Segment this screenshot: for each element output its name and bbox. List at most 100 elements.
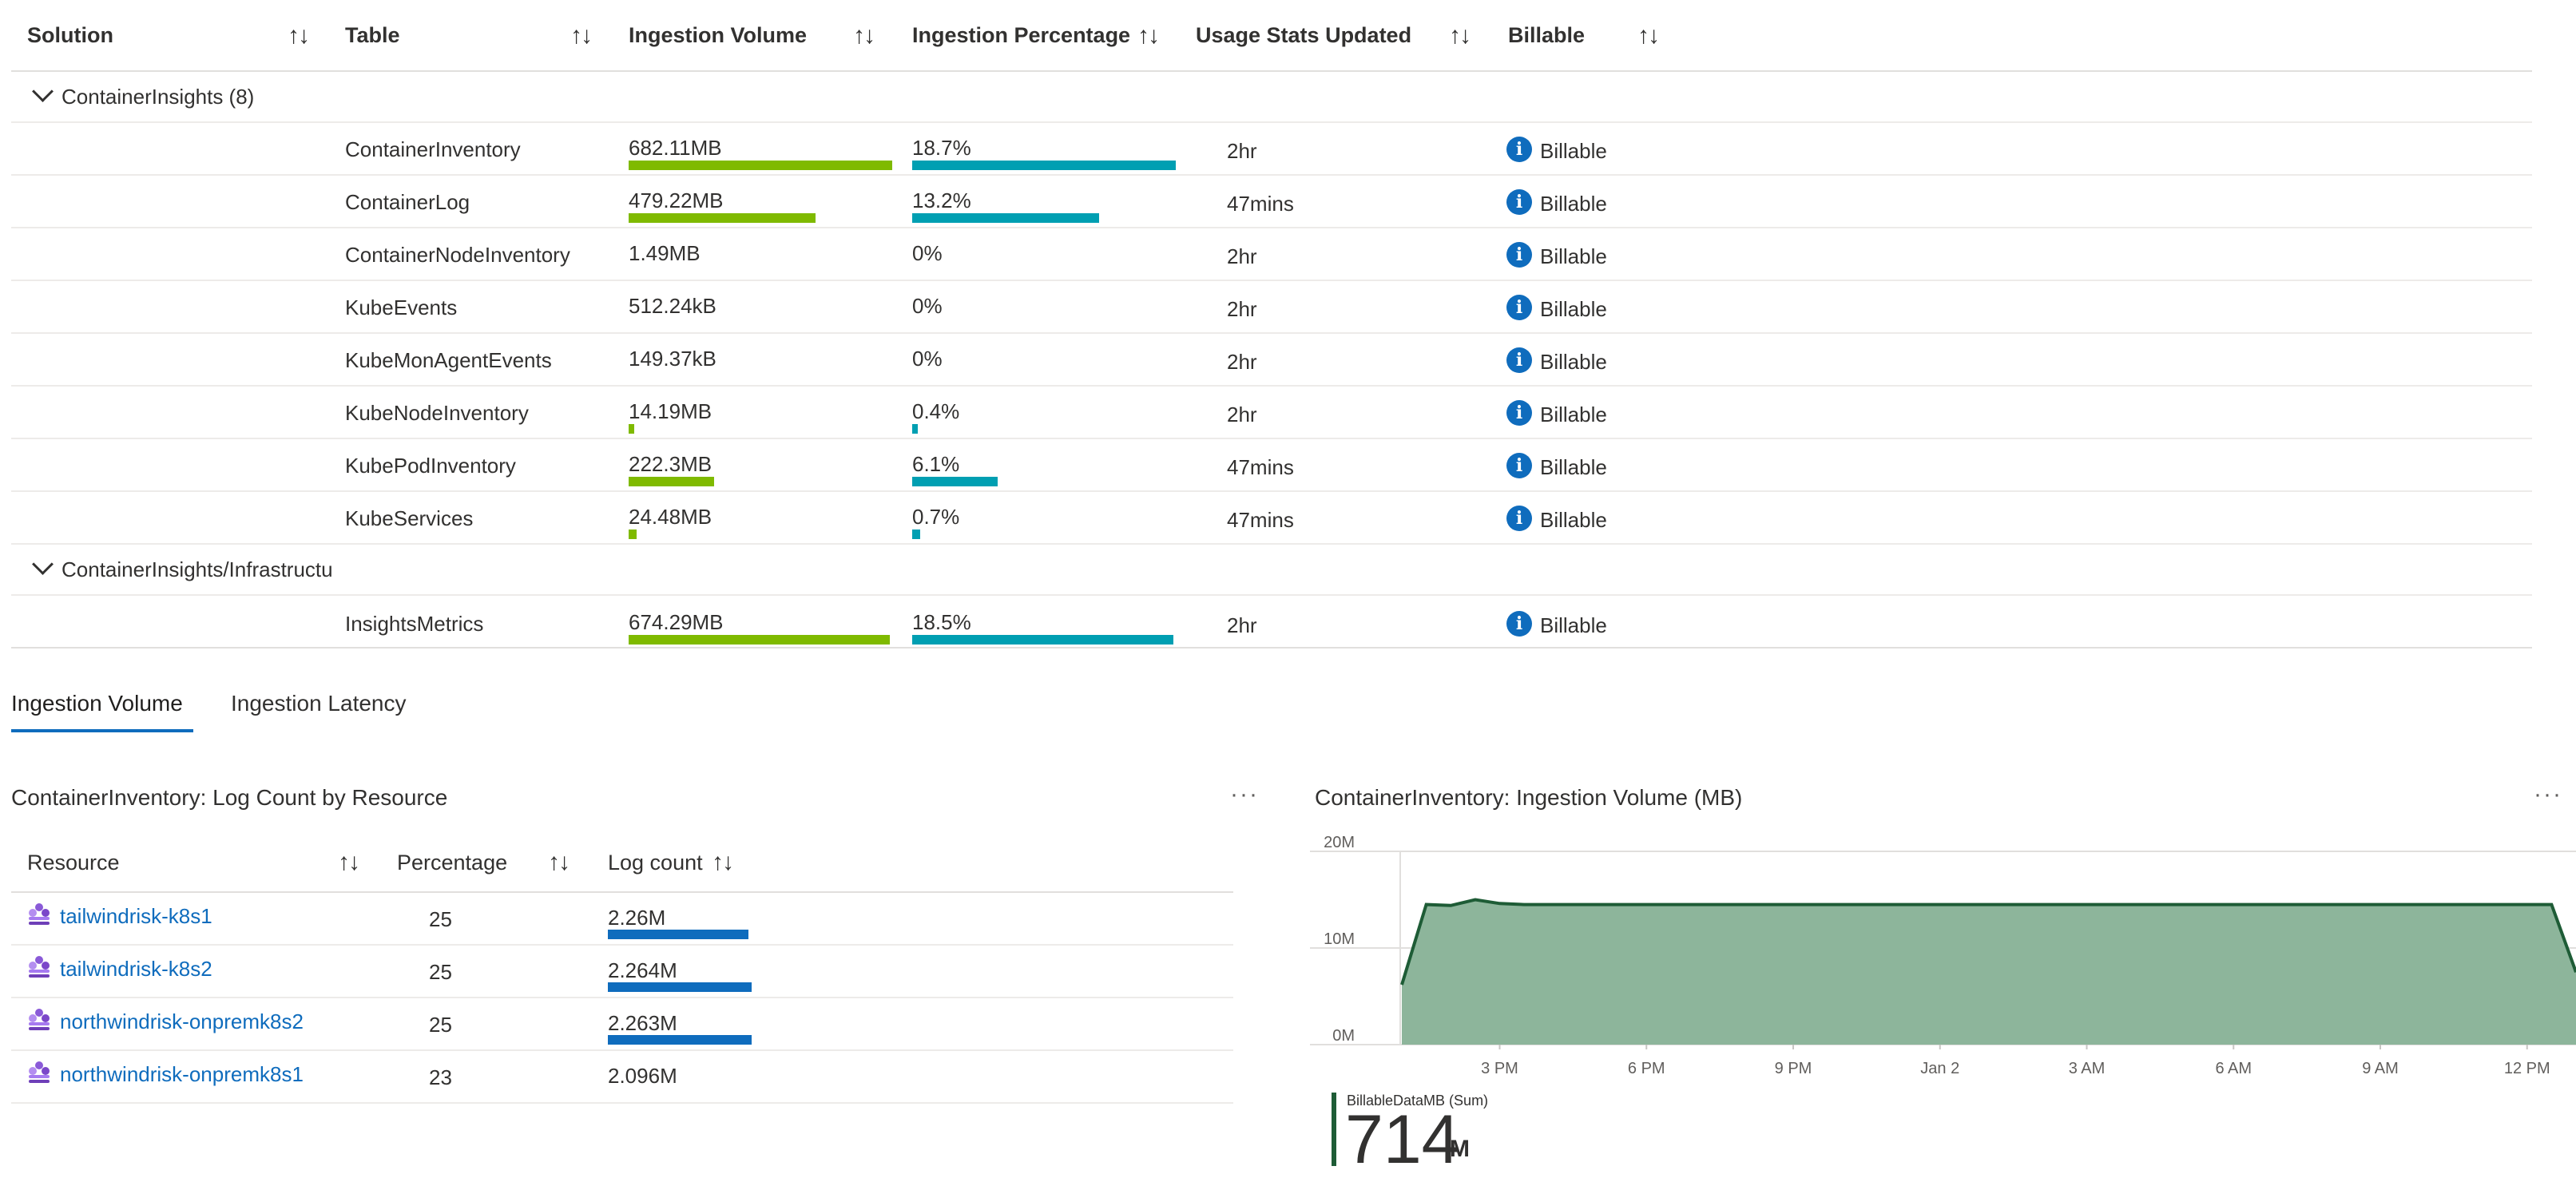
x-tick-label: 9 PM	[1775, 1060, 1812, 1077]
sort-solution-icon[interactable]: ↑↓	[288, 22, 310, 49]
row-divider	[11, 1049, 1233, 1051]
info-icon[interactable]: i	[1506, 453, 1532, 478]
cell-usage-stats-updated: 47mins	[1227, 455, 1294, 479]
header-ingestion-percentage[interactable]: Ingestion Percentage	[912, 22, 1131, 47]
kubernetes-cluster-icon	[29, 956, 50, 978]
cell-billable: Billable	[1540, 455, 1607, 479]
resource-link[interactable]: tailwindrisk-k8s2	[60, 957, 212, 981]
group-label: ContainerInsights/Infrastructu	[62, 557, 333, 581]
sort-resource-icon[interactable]: ↑↓	[338, 849, 360, 875]
more-options-icon[interactable]: ···	[1230, 781, 1259, 807]
percentage-bar	[912, 213, 1099, 223]
sort-billable-icon[interactable]: ↑↓	[1637, 22, 1660, 49]
y-tick-label: 20M	[1324, 834, 1355, 851]
x-tick-label: 6 PM	[1628, 1060, 1665, 1077]
volume-bar	[629, 213, 816, 223]
header-resource[interactable]: Resource	[27, 850, 120, 875]
cell-usage-stats-updated: 2hr	[1227, 139, 1257, 163]
info-icon[interactable]: i	[1506, 295, 1532, 320]
chart-title: ContainerInventory: Ingestion Volume (MB…	[1315, 785, 1743, 810]
resource-link[interactable]: tailwindrisk-k8s1	[60, 904, 212, 928]
x-tick-label: 3 AM	[2069, 1060, 2106, 1077]
header-log-count[interactable]: Log count	[608, 850, 703, 875]
row-divider	[11, 543, 2532, 545]
group-row-containerinsights-infrastructure[interactable]: ContainerInsights/Infrastructu	[29, 553, 333, 582]
active-tab-indicator	[11, 729, 193, 732]
cell-usage-stats-updated: 2hr	[1227, 613, 1257, 637]
info-icon[interactable]: i	[1506, 189, 1532, 215]
cell-ingestion-volume: 1.49MB	[629, 241, 701, 265]
row-divider	[11, 332, 2532, 334]
cell-table-name: KubeMonAgentEvents	[345, 348, 552, 372]
cell-billable: Billable	[1540, 508, 1607, 532]
resource-link[interactable]: northwindrisk-onpremk8s2	[60, 1009, 304, 1033]
header-percentage[interactable]: Percentage	[397, 850, 508, 875]
cell-ingestion-percentage: 0%	[912, 241, 943, 265]
info-icon[interactable]: i	[1506, 611, 1532, 637]
area-chart[interactable]: 0M 10M 20M 3 PM 6 PM 9 PM Jan 2 3 AM 6 AM 9 AM 12 …	[1310, 823, 2576, 1094]
row-divider	[11, 997, 1233, 998]
sort-usage-stats-updated-icon[interactable]: ↑↓	[1449, 22, 1471, 49]
cell-usage-stats-updated: 2hr	[1227, 403, 1257, 426]
percentage-bar	[912, 161, 1176, 170]
cell-percentage: 23	[429, 1065, 452, 1089]
header-divider	[11, 891, 1233, 893]
kubernetes-cluster-icon	[29, 1009, 50, 1030]
x-tick-label: 9 AM	[2362, 1060, 2399, 1077]
x-tick-label: Jan 2	[1920, 1060, 1959, 1077]
tab-ingestion-latency[interactable]: Ingestion Latency	[231, 691, 407, 716]
resource-link[interactable]: northwindrisk-onpremk8s1	[60, 1062, 304, 1086]
legend-color-swatch	[1332, 1093, 1336, 1166]
cell-table-name: KubePodInventory	[345, 454, 516, 478]
header-billable[interactable]: Billable	[1508, 22, 1586, 47]
header-ingestion-volume[interactable]: Ingestion Volume	[629, 22, 808, 47]
tab-ingestion-volume[interactable]: Ingestion Volume	[11, 691, 183, 716]
cell-ingestion-percentage: 0%	[912, 347, 943, 371]
row-divider	[11, 174, 2532, 176]
sort-percentage-icon[interactable]: ↑↓	[548, 849, 570, 875]
info-icon[interactable]: i	[1506, 506, 1532, 531]
cell-ingestion-percentage: 0.7%	[912, 505, 960, 529]
percentage-bar	[912, 635, 1173, 645]
cell-percentage: 25	[429, 907, 452, 931]
info-icon[interactable]: i	[1506, 242, 1532, 268]
volume-bar	[629, 161, 892, 170]
row-divider	[11, 227, 2532, 228]
legend-series-name: BillableDataMB (Sum)	[1347, 1093, 1489, 1109]
cell-ingestion-percentage: 13.2%	[912, 188, 971, 212]
cell-billable: Billable	[1540, 403, 1607, 426]
group-row-containerinsights[interactable]: ContainerInsights (8)	[29, 81, 254, 109]
sort-table-icon[interactable]: ↑↓	[570, 22, 593, 49]
log-count-bar	[608, 930, 748, 939]
header-solution[interactable]: Solution	[27, 22, 113, 47]
row-divider	[11, 385, 2532, 387]
volume-bar	[629, 635, 890, 645]
header-table[interactable]: Table	[345, 22, 400, 47]
cell-percentage: 25	[429, 1013, 452, 1037]
info-icon[interactable]: i	[1506, 137, 1532, 162]
x-tick-label: 3 PM	[1481, 1060, 1518, 1077]
cell-table-name: InsightsMetrics	[345, 612, 484, 636]
log-count-bar	[608, 1035, 752, 1045]
info-icon[interactable]: i	[1506, 400, 1532, 426]
cell-usage-stats-updated: 47mins	[1227, 508, 1294, 532]
sort-ingestion-volume-icon[interactable]: ↑↓	[853, 22, 875, 49]
cell-ingestion-volume: 512.24kB	[629, 294, 716, 318]
cell-table-name: ContainerLog	[345, 190, 470, 214]
sort-log-count-icon[interactable]: ↑↓	[712, 849, 734, 875]
header-usage-stats-updated[interactable]: Usage Stats Updated	[1196, 22, 1412, 47]
row-divider	[11, 280, 2532, 281]
cell-billable: Billable	[1540, 613, 1607, 637]
sort-ingestion-percentage-icon[interactable]: ↑↓	[1137, 22, 1160, 49]
cell-log-count: 2.264M	[608, 958, 677, 982]
cell-ingestion-volume: 674.29MB	[629, 610, 724, 634]
volume-bar	[629, 477, 714, 486]
cell-ingestion-percentage: 0%	[912, 294, 943, 318]
info-icon[interactable]: i	[1506, 347, 1532, 373]
cell-ingestion-volume: 14.19MB	[629, 399, 712, 423]
cell-ingestion-volume: 479.22MB	[629, 188, 724, 212]
more-options-icon[interactable]: ···	[2534, 781, 2562, 807]
percentage-bar	[912, 424, 918, 434]
kubernetes-cluster-icon	[29, 1061, 50, 1083]
panel-title: ContainerInventory: Log Count by Resourc…	[11, 785, 448, 810]
